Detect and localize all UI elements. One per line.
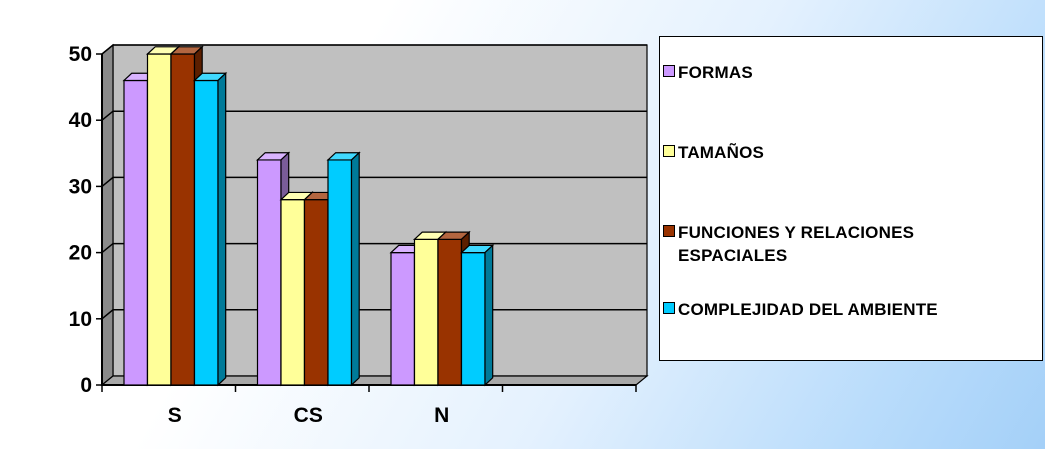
gridline <box>101 44 647 55</box>
legend-label-formas: FORMAS <box>678 63 753 82</box>
y-tick-labels: 0 10 20 30 40 50 <box>69 43 92 397</box>
bar <box>459 244 495 387</box>
bar-side <box>484 244 494 387</box>
legend-swatch-complejidad <box>663 302 675 314</box>
bar-front <box>303 199 329 386</box>
y-tick-label: 30 <box>69 175 92 198</box>
x-category-labels: S CS N <box>168 404 450 427</box>
y-tick-label: 20 <box>69 242 92 265</box>
bar-front <box>256 159 282 386</box>
legend-swatch-formas <box>663 65 675 77</box>
legend-swatch-funciones <box>663 225 675 237</box>
bar-side <box>217 71 227 387</box>
y-tick-label: 10 <box>69 308 92 331</box>
gridline <box>101 110 647 121</box>
bar-front <box>280 199 306 386</box>
legend-swatch-tamanos <box>663 145 675 157</box>
bars <box>122 45 495 387</box>
y-tick-label: 40 <box>69 109 92 132</box>
gridline <box>101 176 647 187</box>
x-category-label: N <box>434 404 449 427</box>
bar-front <box>193 79 219 386</box>
x-category-label: CS <box>294 404 323 427</box>
legend: FORMAS TAMAÑOS FUNCIONES Y RELACIONES ES… <box>659 36 1043 361</box>
bar-front <box>413 238 439 386</box>
bar-front <box>437 238 463 386</box>
bar-front <box>123 79 149 386</box>
bar-front <box>460 252 486 386</box>
bar <box>192 71 228 387</box>
plot-side-wall <box>101 43 114 387</box>
bar-front <box>327 159 353 386</box>
bar-front <box>390 252 416 386</box>
y-tick-label: 0 <box>80 374 92 397</box>
bar-side <box>350 151 360 387</box>
bar <box>326 151 361 387</box>
bar-front <box>170 53 196 386</box>
legend-label-complejidad: COMPLEJIDAD DEL AMBIENTE <box>678 300 938 319</box>
legend-label-tamanos: TAMAÑOS <box>678 143 765 162</box>
bar-front <box>146 53 172 386</box>
legend-label-funciones: FUNCIONES Y RELACIONES ESPACIALES <box>678 223 915 265</box>
y-tick-label: 50 <box>69 43 92 66</box>
x-category-label: S <box>168 404 182 427</box>
